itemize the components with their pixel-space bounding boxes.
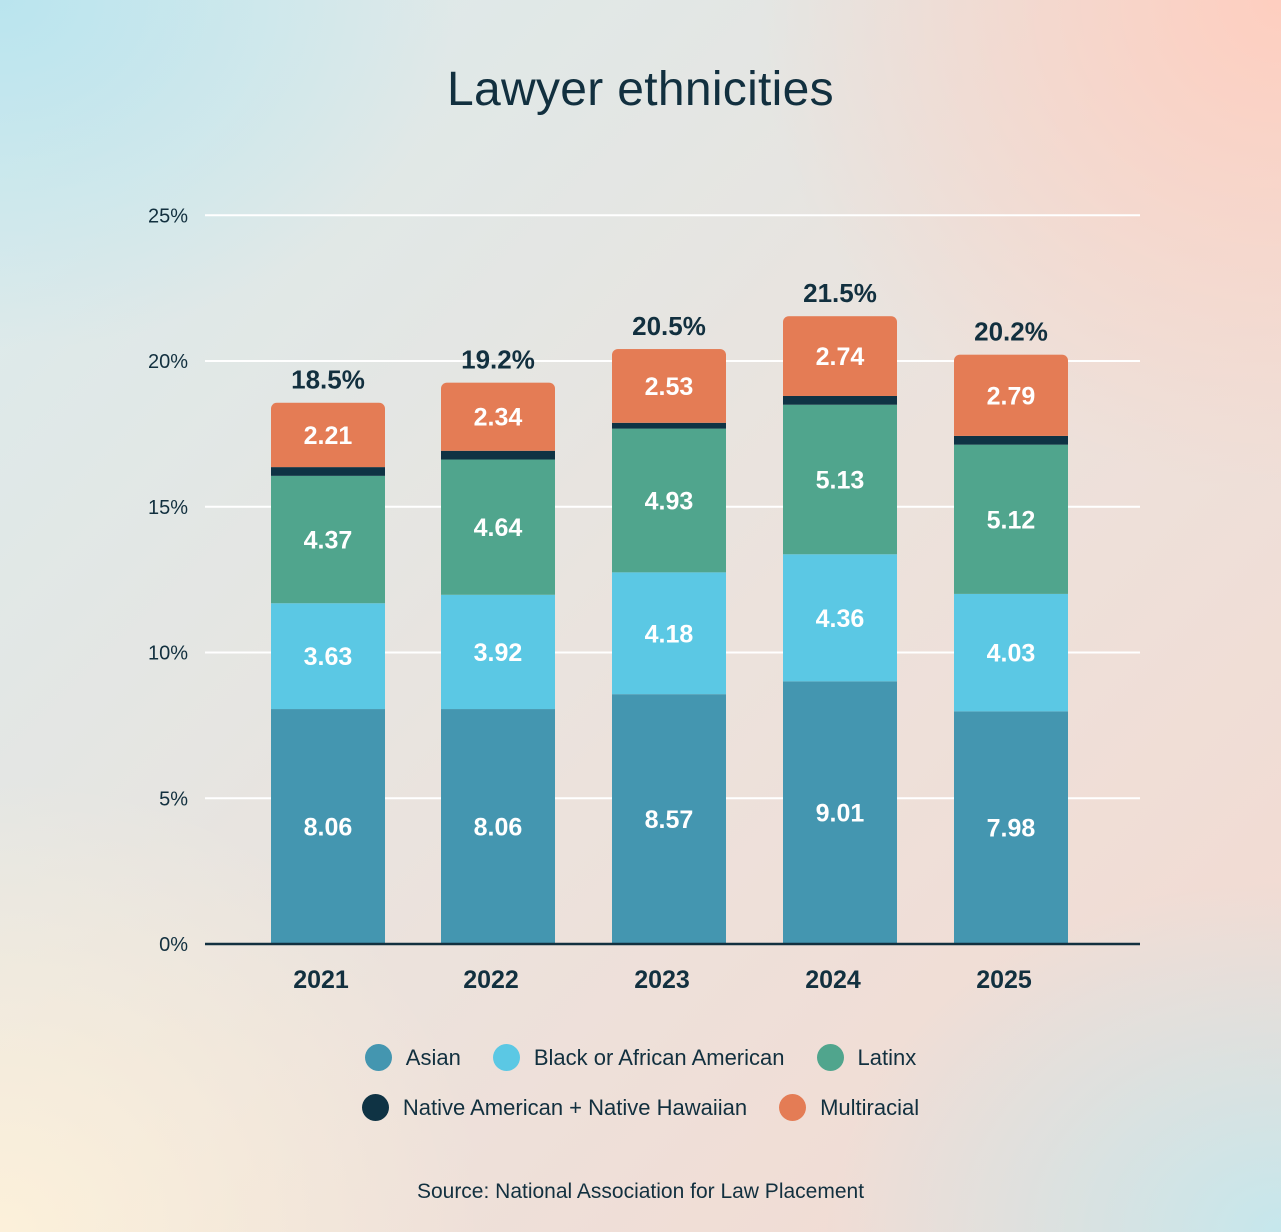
x-tick-label: 2022 (463, 966, 519, 994)
segment-value-label: 5.13 (816, 466, 865, 494)
y-tick-label: 20% (148, 351, 188, 373)
segment-value-label: 3.92 (474, 639, 523, 667)
bar-segment (783, 681, 897, 944)
source-note: Source: National Association for Law Pla… (416, 1180, 865, 1203)
chart-plot: 0% 5% 10% 15% 20% 25% 2021 2022 2023 2024 2025 8.… (148, 205, 1140, 994)
legend-item-latinx: Latinx (816, 1044, 917, 1071)
bar-segment (271, 475, 385, 604)
segment-value-label: 4.18 (645, 620, 694, 648)
segment-labels: 8.06 3.63 4.37 2.21 8.06 3.92 4.64 2.34 8.57 4.18… (304, 343, 1036, 843)
x-tick-label: 2024 (805, 966, 861, 994)
x-axis-ticks: 2021 2022 2023 2024 2025 (293, 966, 1032, 994)
bar-stack (441, 382, 555, 944)
bar-total-label: 21.5% (803, 278, 877, 308)
x-tick-label: 2025 (976, 966, 1032, 994)
legend-swatch-native (361, 1094, 389, 1121)
bar-segment (954, 593, 1068, 712)
segment-value-label: 2.74 (816, 343, 865, 371)
x-tick-label: 2023 (634, 966, 690, 994)
bar-segment (441, 594, 555, 710)
segment-value-label: 2.53 (645, 373, 694, 401)
bar-segment (441, 459, 555, 595)
bar-stack (612, 349, 726, 944)
legend-label-latinx: Latinx (857, 1044, 917, 1070)
segment-value-label: 3.63 (304, 643, 353, 671)
segment-value-label: 4.03 (987, 640, 1036, 668)
segment-value-label: 4.93 (645, 487, 694, 515)
legend-row-2: Native American + Native Hawaiian Multir… (0, 1094, 1281, 1121)
bar-stack (954, 354, 1068, 944)
bar-segment (954, 435, 1068, 445)
legend-item-black: Black or African American (492, 1044, 785, 1071)
segment-value-label: 4.37 (304, 527, 353, 555)
bar-segment (783, 395, 897, 405)
bar-segment (612, 428, 726, 573)
segment-value-label: 2.34 (474, 404, 523, 432)
legend-item-asian: Asian (364, 1044, 461, 1071)
segment-value-label: 8.57 (645, 806, 694, 834)
legend-swatch-multiracial (779, 1094, 807, 1121)
legend-label-black: Black or African American (533, 1044, 785, 1070)
y-tick-label: 0% (159, 934, 188, 956)
y-tick-label: 15% (148, 497, 188, 519)
y-tick-label: 5% (159, 788, 188, 810)
total-labels: 18.5% 19.2% 20.5% 21.5% 20.2% (291, 278, 1048, 395)
segment-value-label: 2.21 (304, 422, 353, 450)
legend-item-native: Native American + Native Hawaiian (361, 1094, 748, 1121)
bar-segment (612, 694, 726, 944)
bars (271, 316, 1068, 944)
legend-label-native: Native American + Native Hawaiian (402, 1094, 748, 1120)
bar-stack (271, 402, 385, 944)
legend-label-multiracial: Multiracial (820, 1094, 920, 1120)
bar-segment (441, 709, 555, 944)
legend-item-multiracial: Multiracial (779, 1094, 919, 1121)
legend-row-1: Asian Black or African American Latinx (0, 1044, 1281, 1071)
y-tick-label: 25% (148, 205, 188, 227)
bar-segment (441, 450, 555, 460)
bar-segment (954, 444, 1068, 594)
bar-total-label: 19.2% (461, 345, 535, 375)
bar-segment (783, 404, 897, 555)
bar-total-label: 20.2% (974, 317, 1048, 347)
bar-segment (271, 402, 385, 468)
segment-value-label: 5.12 (987, 506, 1036, 534)
segment-value-label: 8.06 (304, 814, 353, 842)
segment-value-label: 4.64 (474, 514, 523, 542)
legend-swatch-latinx (816, 1044, 844, 1071)
chart-title: Lawyer ethnicities (447, 63, 834, 116)
segment-value-label: 7.98 (987, 815, 1036, 843)
segment-value-label: 2.79 (987, 382, 1036, 410)
bar-segment (954, 354, 1068, 436)
bar-segment (783, 316, 897, 396)
y-axis-ticks: 0% 5% 10% 15% 20% 25% (148, 205, 188, 956)
bar-total-label: 20.5% (632, 311, 706, 341)
bar-segment (783, 554, 897, 682)
segment-value-label: 8.06 (474, 814, 523, 842)
legend-label-asian: Asian (405, 1044, 461, 1070)
bar-segment (612, 572, 726, 695)
bar-segment (271, 709, 385, 944)
bar-segment (271, 603, 385, 710)
segment-value-label: 9.01 (816, 800, 865, 828)
y-tick-label: 10% (148, 643, 188, 665)
bar-segment (954, 711, 1068, 944)
segment-value-label: 4.36 (816, 605, 865, 633)
x-tick-label: 2021 (293, 966, 349, 994)
legend-swatch-black (492, 1044, 520, 1071)
bar-segment (441, 382, 555, 451)
bar-total-label: 18.5% (291, 365, 365, 395)
bar-segment (271, 467, 385, 476)
bar-segment (612, 422, 726, 429)
legend-swatch-asian (364, 1044, 392, 1071)
bar-segment (612, 349, 726, 423)
bar-stack (783, 316, 897, 944)
